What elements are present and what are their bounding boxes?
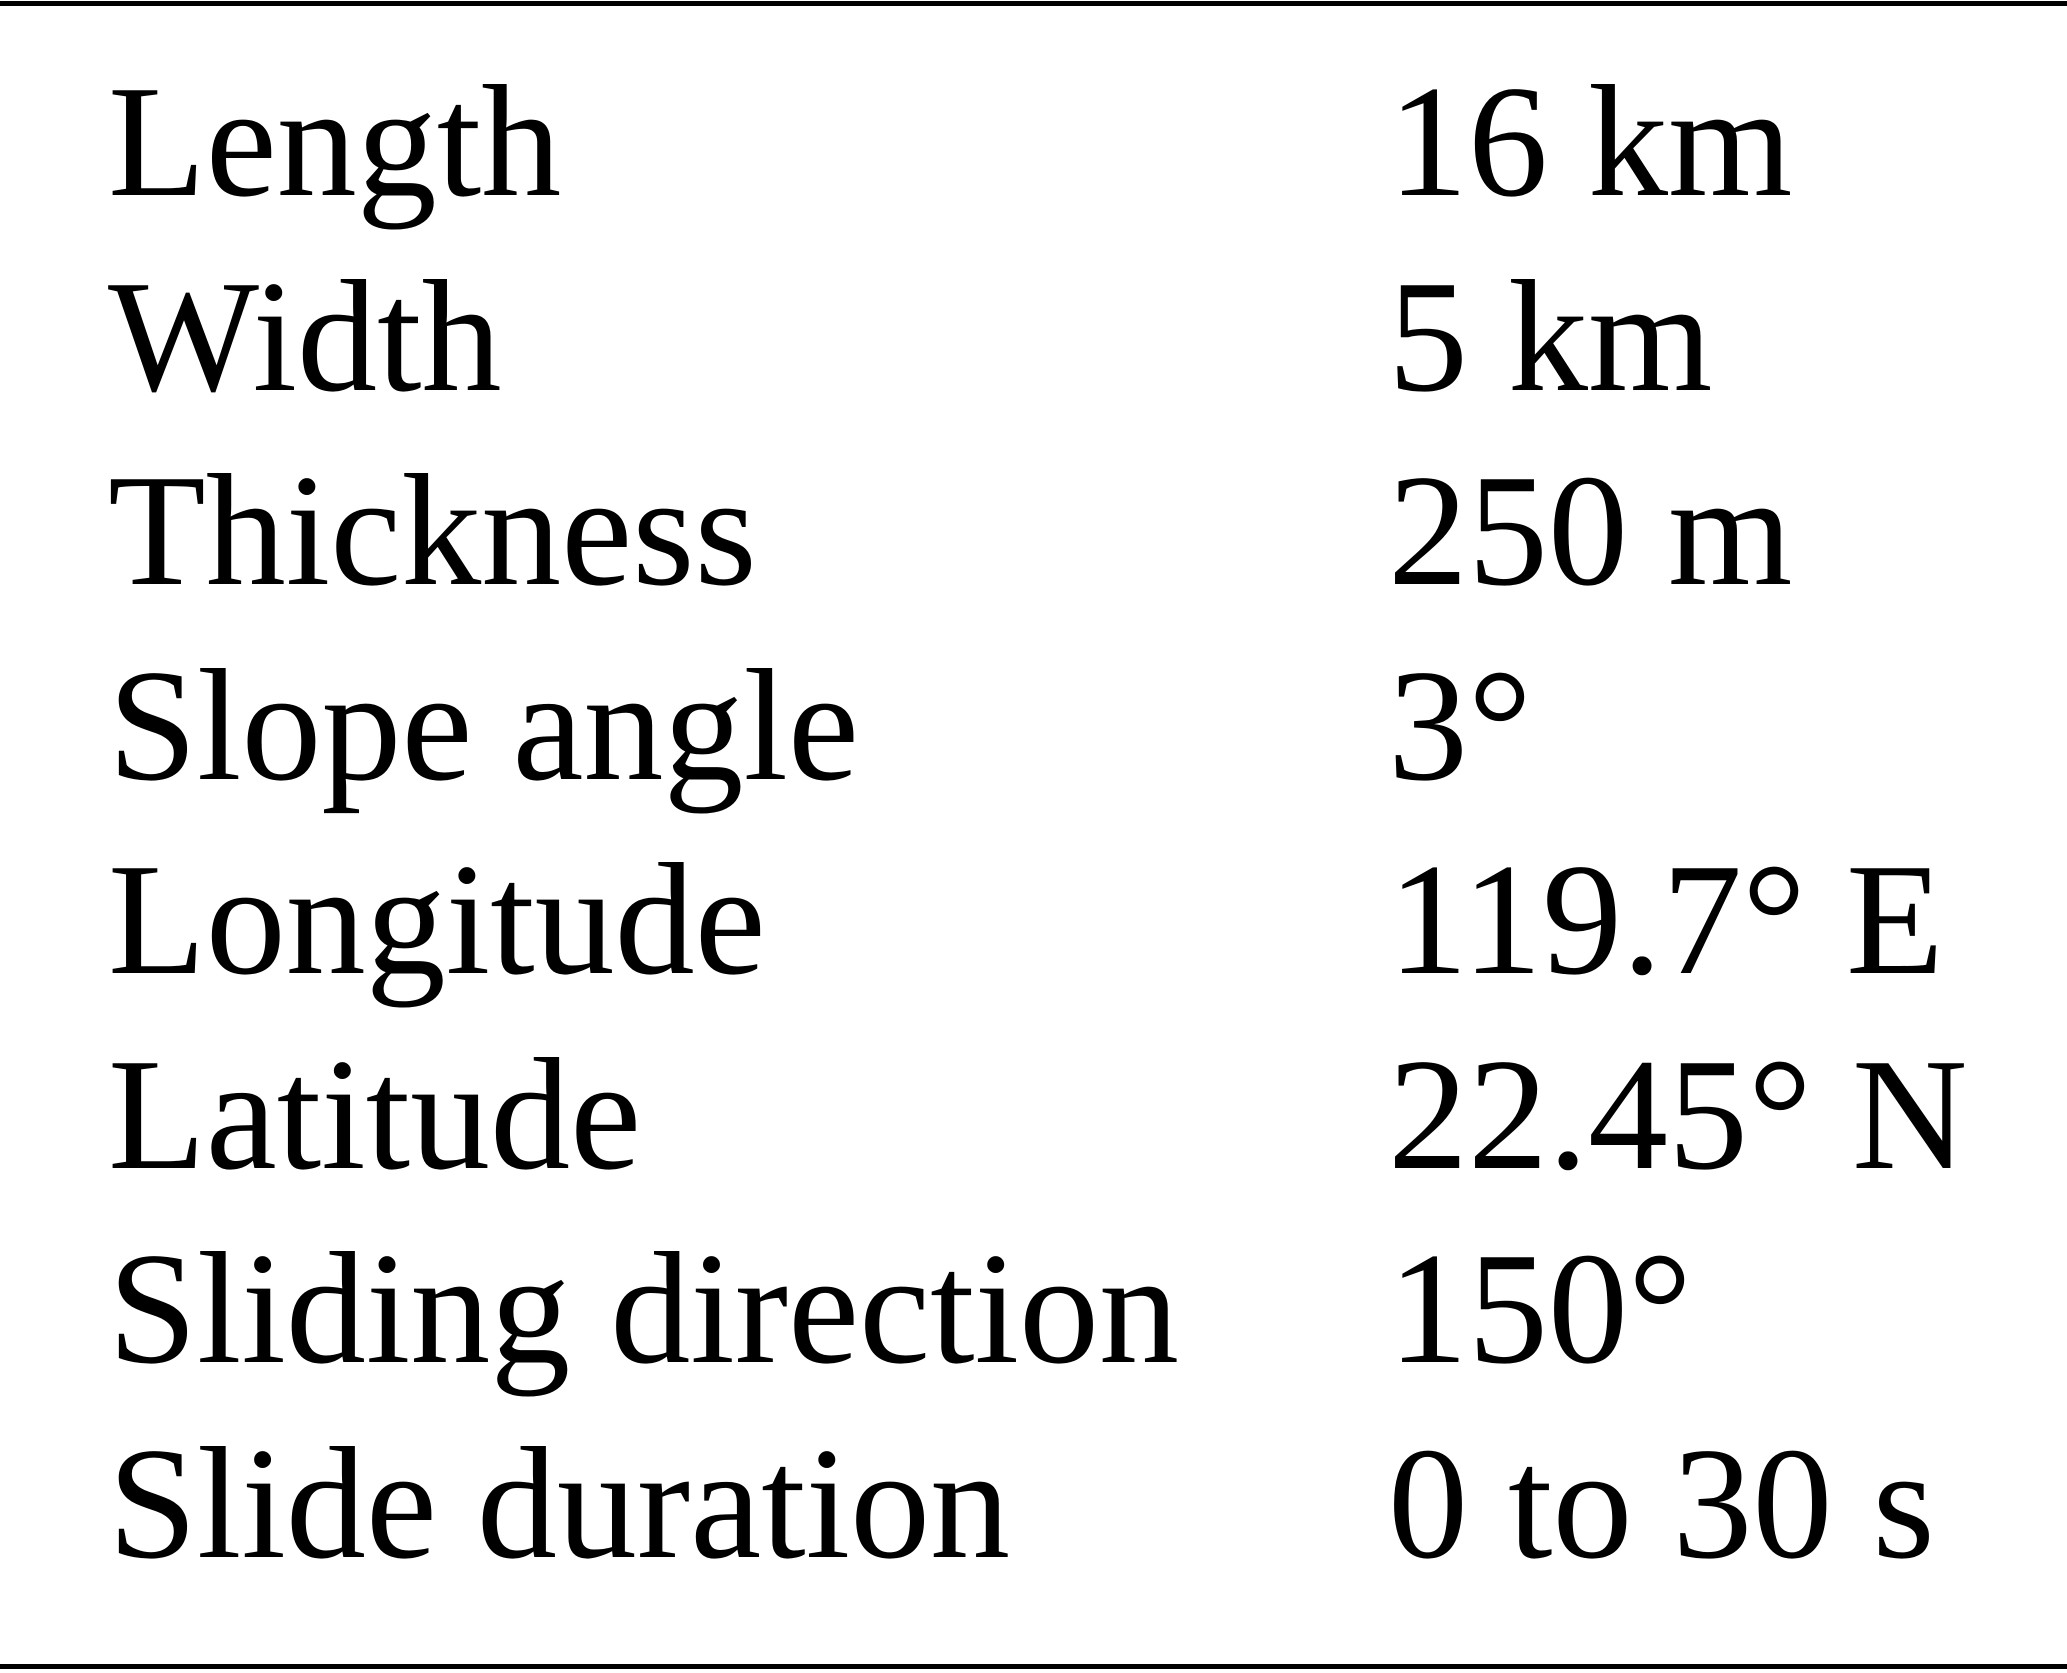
table-row: Thickness 250 m: [0, 433, 2067, 628]
parameter-table: Length 16 km Width 5 km Thickness 250 m Slope …: [0, 44, 2067, 1600]
parameter-value: 5 km: [1388, 246, 1713, 425]
parameter-name: Sliding direction: [108, 1219, 1180, 1397]
parameter-name: Length: [108, 52, 562, 230]
parameter-name: Slope angle: [108, 635, 859, 814]
parameter-name: Thickness: [108, 441, 757, 619]
parameter-value: 3°: [1388, 635, 1532, 814]
table-bottom-rule: [0, 1664, 2067, 1669]
table-row: Width 5 km: [0, 239, 2067, 434]
table-top-rule: [0, 1, 2067, 6]
parameter-value: 16 km: [1388, 52, 1793, 230]
table-row: Length 16 km: [0, 44, 2067, 239]
parameter-value: 250 m: [1388, 441, 1793, 619]
parameter-name: Latitude: [108, 1024, 642, 1203]
parameter-value: 150°: [1388, 1219, 1692, 1397]
table-row: Latitude 22.45° N: [0, 1017, 2067, 1212]
table-row: Longitude 119.7° E: [0, 822, 2067, 1017]
parameter-value: 0 to 30 s: [1388, 1413, 1935, 1592]
table-row: Slide duration 0 to 30 s: [0, 1406, 2067, 1601]
table-row: Slope angle 3°: [0, 628, 2067, 823]
parameter-value: 22.45° N: [1388, 1024, 1968, 1203]
table-row: Sliding direction 150°: [0, 1211, 2067, 1406]
parameter-name: Slide duration: [108, 1413, 1011, 1592]
parameter-name: Longitude: [108, 830, 766, 1008]
parameter-value: 119.7° E: [1388, 830, 1944, 1008]
parameter-name: Width: [108, 246, 502, 425]
